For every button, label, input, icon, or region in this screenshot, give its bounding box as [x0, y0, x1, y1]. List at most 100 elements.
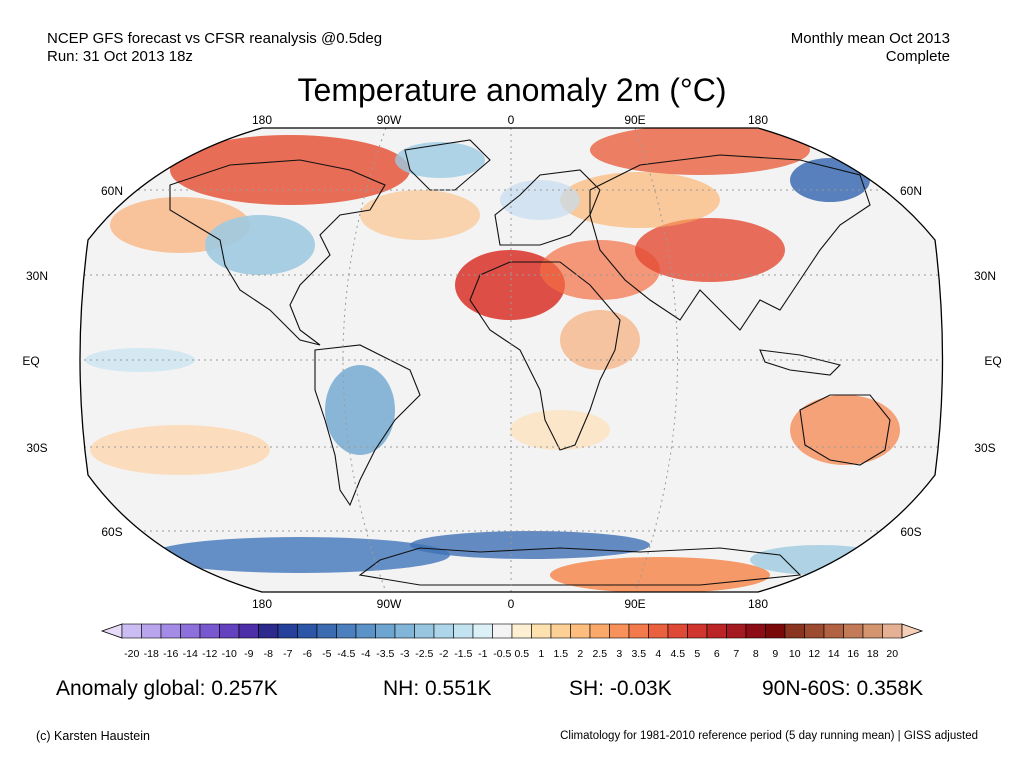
colorbar-tick-label: -4: [361, 648, 370, 660]
colorbar-bin: [765, 623, 786, 639]
coast-indonesia: [759, 349, 842, 376]
map-title: Temperature anomaly 2m (°C): [297, 72, 727, 108]
anomaly-stats: Anomaly global: 0.257K NH: 0.551K SH: -0…: [0, 677, 1024, 707]
colorbar-bin: [843, 623, 864, 639]
lat-labels-right: 60N 30N EQ 30S 60S: [900, 184, 1002, 539]
lon-label-top-4: 90E: [624, 113, 645, 127]
lat-label-right-5: 60S: [900, 525, 921, 539]
colorbar-bin: [433, 623, 454, 639]
anomaly-blob-sahara-warm: [455, 250, 565, 320]
stat-nh: NH: 0.551K: [383, 677, 492, 700]
coastlines: [169, 139, 891, 586]
colorbar-bin: [531, 623, 552, 639]
coast-africa: [469, 261, 621, 451]
colorbar-bin: [570, 623, 591, 639]
anomaly-blob-s-atlantic-warm: [510, 410, 610, 450]
coast-greenland: [404, 139, 491, 191]
colorbar-bin: [316, 623, 337, 639]
colorbar-bin: [862, 623, 883, 639]
colorbar-bin: [394, 623, 415, 639]
anomaly-blob-s-pacific-warm: [90, 425, 270, 475]
anomaly-blob-s-ocean-cold-east: [410, 531, 650, 559]
colorbar-bin: [589, 623, 610, 639]
lat-label-left-4: 30S: [26, 441, 47, 455]
colorbar-tick-label: 1.5: [553, 648, 568, 660]
author-credit: (c) Karsten Haustein: [36, 729, 150, 743]
stat-global: Anomaly global: 0.257K: [56, 677, 278, 700]
colorbar-bin: [784, 623, 805, 639]
colorbar-bin: [492, 623, 513, 639]
colorbar-bin: [160, 623, 181, 639]
stat-sh: SH: -0.03K: [569, 677, 672, 700]
colorbar-tick-label: 16: [847, 648, 859, 660]
colorbar-tick-label: -7: [283, 648, 292, 660]
anomaly-blob-n-atlantic-warm: [360, 190, 480, 240]
coast-north-america: [169, 159, 386, 346]
coast-asia: [589, 154, 871, 331]
lat-label-right-1: 60N: [900, 184, 922, 198]
colorbar-bin: [628, 623, 649, 639]
colorbar-bin: [882, 623, 903, 639]
colorbar-tick-label: -6: [303, 648, 312, 660]
header-right: Monthly mean Oct 2013 Complete: [791, 30, 950, 66]
colorbar-bin: [609, 623, 630, 639]
coast-south-america: [314, 344, 421, 507]
lon-labels-bottom: 180 90W 0 90E 180: [252, 597, 768, 611]
colorbar-tick-label: 6: [714, 648, 720, 660]
colorbar-tick-label: -16: [163, 648, 178, 660]
colorbar: -20 -18 -16 -14 -12 -10 -9 -8 -7 -6 -5 -4.5 -4 -3.5 -3…: [100, 623, 924, 660]
colorbar-bin: [648, 623, 669, 639]
colorbar-tick-label: 2.5: [592, 648, 607, 660]
colorbar-tick-label: -1: [478, 648, 487, 660]
anomaly-blob-siberia-arctic-warm: [590, 128, 810, 175]
colorbar-bin: [219, 623, 240, 639]
gridline-90e: [634, 128, 678, 592]
colorbar-bin: [823, 623, 844, 639]
lat-label-left-3: EQ: [22, 354, 39, 368]
anomaly-blob-europe-cool: [500, 180, 580, 220]
colorbar-tick-label: 10: [789, 648, 801, 660]
colorbar-bin: [726, 623, 747, 639]
colorbar-tick-label: -3: [400, 648, 409, 660]
colorbar-bin: [121, 623, 142, 639]
anomaly-blob-e-africa-warm: [560, 310, 640, 370]
colorbar-tick-label: 9: [772, 648, 778, 660]
colorbar-bin: [238, 623, 259, 639]
lat-label-right-3: EQ: [984, 354, 1001, 368]
colorbar-tick-label: -14: [183, 648, 198, 660]
colorbar-tick-label: 5: [694, 648, 700, 660]
colorbar-tick-label: 1: [538, 648, 544, 660]
completion-status: Complete: [885, 48, 950, 65]
lon-labels-top: 180 90W 0 90E 180: [252, 113, 768, 127]
anomaly-blob-alaska-warm: [170, 135, 410, 205]
colorbar-tick-label: 4.5: [670, 648, 685, 660]
anomaly-blob-ross-sea-cool: [750, 545, 890, 575]
colorbar-tick-label: 8: [753, 648, 759, 660]
colorbar-tick-label: -3.5: [376, 648, 394, 660]
colorbar-bin: [453, 623, 474, 639]
colorbar-bin: [297, 623, 318, 639]
colorbar-tick-label: 4: [655, 648, 661, 660]
lon-label-bottom-3: 0: [508, 597, 515, 611]
colorbar-bin: [511, 623, 532, 639]
graticule: [80, 128, 943, 592]
colorbar-tick-label: 14: [828, 648, 840, 660]
colorbar-bin: [277, 623, 298, 639]
colorbar-bin: [550, 623, 571, 639]
anomaly-blob-australia-warm: [790, 395, 900, 465]
anomaly-blob-central-asia-warm: [635, 218, 785, 282]
coast-antarctica: [358, 547, 802, 586]
colorbar-tick-label: -2.5: [415, 648, 433, 660]
anomaly-blob-mideast-warm: [540, 240, 660, 300]
lat-label-left-5: 60S: [101, 525, 122, 539]
colorbar-bin: [336, 623, 357, 639]
lat-labels-left: 60N 30N EQ 30S 60S: [22, 184, 123, 539]
lon-label-top-1: 180: [252, 113, 272, 127]
period-description: Monthly mean Oct 2013: [790, 30, 950, 47]
colorbar-tick-label: -20: [124, 648, 139, 660]
anomaly-blob-greenland-cool: [395, 142, 485, 178]
colorbar-bin: [706, 623, 727, 639]
globe-outline: [79, 127, 944, 593]
anomaly-blob-antarctica-warm: [550, 557, 770, 592]
lon-label-bottom-4: 90E: [624, 597, 645, 611]
